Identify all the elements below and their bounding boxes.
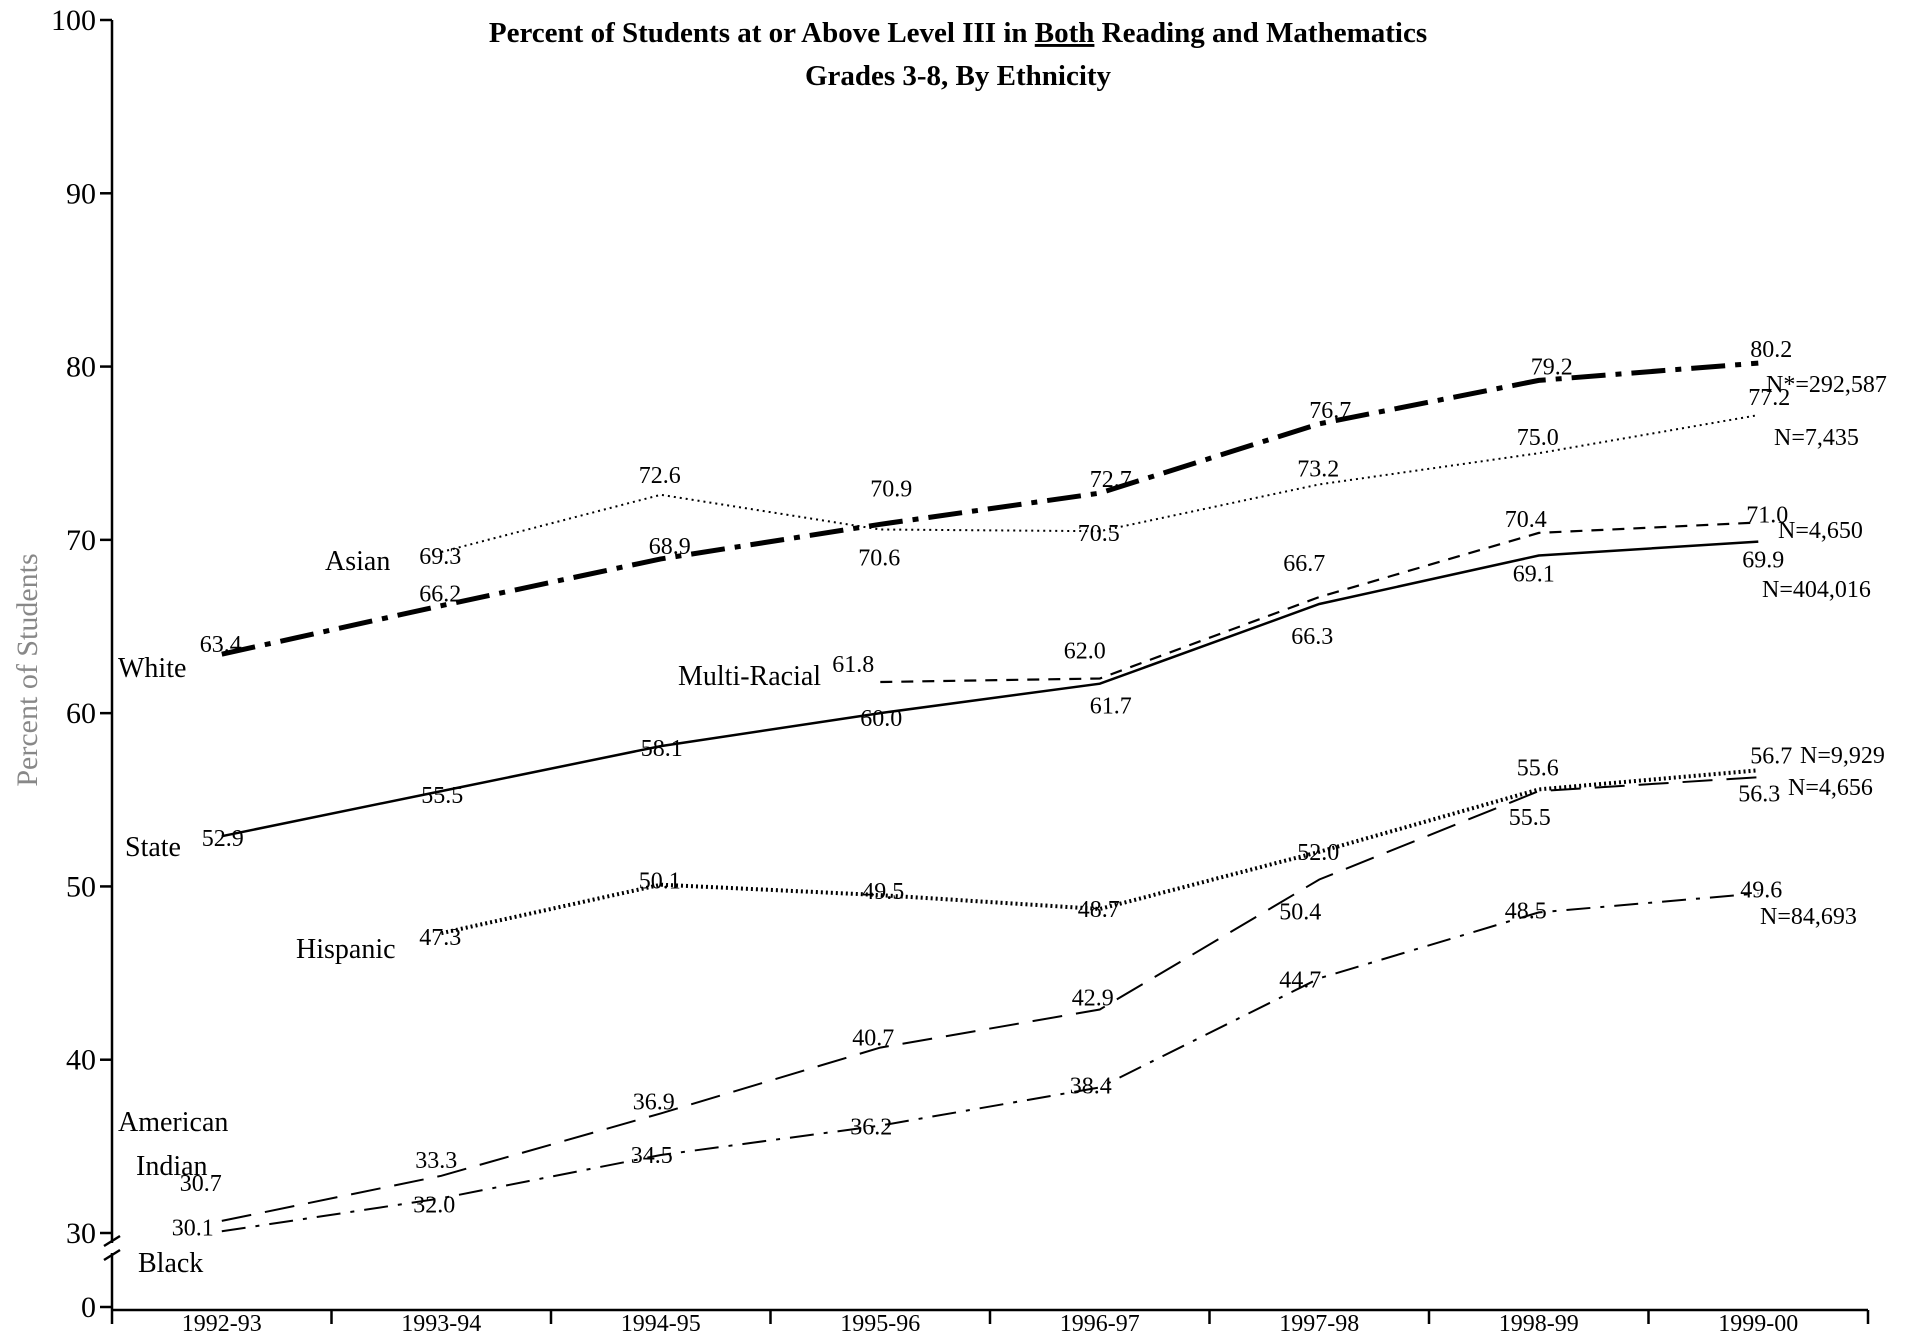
series-n-label: N=4,656 (1788, 775, 1873, 801)
series-name-label: Multi-Racial (678, 661, 821, 692)
y-tick-label: 0 (81, 1291, 96, 1324)
data-labels: 63.4 66.2 68.9 70.9 72.7 76.7 79.2 80.2 White N*=… (118, 337, 1887, 1279)
data-label: 76.7 (1309, 398, 1351, 424)
data-label: 69.1 (1513, 561, 1555, 587)
data-label: 80.2 (1750, 337, 1792, 363)
data-label: 49.6 (1740, 877, 1782, 903)
data-label: 42.9 (1072, 985, 1114, 1011)
y-tick-label: 100 (51, 4, 96, 37)
series-name-label: American (118, 1107, 228, 1138)
data-label: 66.3 (1291, 624, 1333, 650)
series-n-label: N=4,650 (1778, 518, 1863, 544)
data-label: 61.7 (1090, 694, 1132, 720)
data-label: 40.7 (852, 1026, 894, 1052)
data-label: 72.6 (639, 463, 681, 489)
series-name-label: State (125, 832, 181, 863)
x-tick-label: 1998-99 (1499, 1311, 1579, 1337)
data-label: 56.7 (1750, 743, 1792, 769)
series-line-black (221, 892, 1759, 1233)
data-label: 58.1 (641, 736, 683, 762)
series-line-white (221, 360, 1759, 657)
data-label: 70.5 (1078, 521, 1120, 547)
data-label: 60.0 (860, 706, 902, 732)
data-label: 34.5 (631, 1143, 673, 1169)
data-label: 30.7 (180, 1171, 222, 1197)
y-tick-label: 70 (66, 524, 96, 557)
data-label: 50.4 (1279, 899, 1321, 925)
x-tick-label: 1995-96 (840, 1311, 920, 1337)
data-label: 55.6 (1517, 755, 1559, 781)
axis-break-mark (103, 1248, 121, 1262)
x-tick-label: 1996-97 (1060, 1311, 1140, 1337)
axis-break-mark (103, 1234, 121, 1248)
data-label: 61.8 (832, 652, 874, 678)
title-line-2: Grades 3-8, By Ethnicity (805, 60, 1112, 92)
data-label: 73.2 (1297, 456, 1339, 482)
data-label: 44.7 (1279, 967, 1321, 993)
data-label: 63.4 (200, 632, 242, 658)
series-line-american-indian (221, 776, 1759, 1222)
data-label: 36.2 (850, 1115, 892, 1141)
series-n-label: N*=292,587 (1766, 372, 1887, 398)
y-tick-label: 60 (66, 697, 96, 730)
series-n-label: N=84,693 (1760, 904, 1857, 930)
data-label: 52.0 (1297, 840, 1339, 866)
data-label: 50.1 (639, 869, 681, 895)
series-name-label: Indian (136, 1151, 208, 1182)
series-line-multi-racial (880, 521, 1759, 684)
data-label: 79.2 (1531, 354, 1573, 380)
data-label: 49.5 (862, 879, 904, 905)
series-n-label: N=404,016 (1762, 577, 1871, 603)
series-name-label: Hispanic (296, 934, 396, 965)
x-tick-label: 1992-93 (182, 1311, 262, 1337)
data-label: 69.9 (1742, 548, 1784, 574)
x-tick-label: 1997-98 (1279, 1311, 1359, 1337)
data-label: 36.9 (633, 1089, 675, 1115)
title-line-1: Percent of Students at or Above Level II… (489, 17, 1427, 49)
data-label: 71.0 (1746, 503, 1788, 529)
data-label: 48.7 (1078, 897, 1120, 923)
data-label: 48.5 (1505, 898, 1547, 924)
data-label: 69.3 (419, 544, 461, 570)
y-axis-label: Percent of Students (11, 553, 44, 786)
data-label: 47.3 (419, 925, 461, 951)
y-tick-label: 80 (66, 351, 96, 384)
y-tick-label: 40 (66, 1044, 96, 1077)
data-label: 38.4 (1070, 1073, 1112, 1099)
series-name-label: Asian (325, 546, 390, 577)
data-label: 70.4 (1505, 507, 1547, 533)
y-tick-label: 50 (66, 870, 96, 903)
data-label: 68.9 (649, 534, 691, 560)
data-label: 55.5 (1509, 805, 1551, 831)
series-name-label: White (118, 653, 186, 684)
data-label: 66.7 (1283, 551, 1325, 577)
data-label: 66.2 (419, 582, 461, 608)
series-name-label: Black (138, 1248, 203, 1279)
series-n-label: N=7,435 (1774, 425, 1859, 451)
data-label: 77.2 (1748, 385, 1790, 411)
data-label: 62.0 (1064, 638, 1106, 664)
chart-title: Percent of Students at or Above Level II… (489, 17, 1427, 92)
y-tick-label: 30 (66, 1217, 96, 1250)
data-label: 30.1 (172, 1215, 214, 1241)
x-tick-label: 1994-95 (621, 1311, 701, 1337)
data-label: 32.0 (413, 1192, 455, 1218)
data-label: 70.9 (870, 476, 912, 502)
data-label: 70.6 (858, 545, 900, 571)
series-lines (221, 360, 1759, 1233)
series-line-state (221, 540, 1759, 838)
x-tick-label: 1999-00 (1718, 1311, 1798, 1337)
series-n-label: N=9,929 (1800, 743, 1885, 769)
data-label: 52.9 (202, 826, 244, 852)
data-label: 75.0 (1517, 425, 1559, 451)
x-tick-label: 1993-94 (401, 1311, 481, 1337)
axes: 0 30 40 50 60 70 80 90 100 1992-93 1993-94 1994-95 1… (51, 4, 1870, 1337)
data-label: 33.3 (415, 1148, 457, 1174)
y-tick-label: 90 (66, 177, 96, 210)
data-label: 72.7 (1090, 467, 1132, 493)
data-label: 56.3 (1738, 781, 1780, 807)
data-label: 55.5 (421, 783, 463, 809)
